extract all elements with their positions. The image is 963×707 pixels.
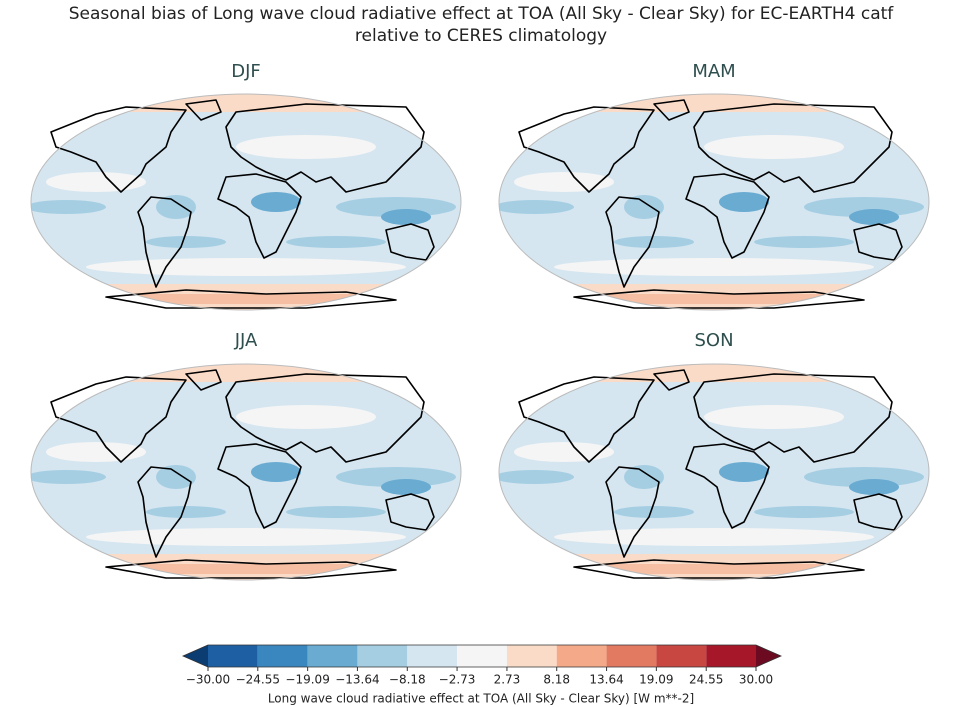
map-panel <box>494 90 934 314</box>
colorbar-tick-label: 24.55 <box>689 673 723 687</box>
colorbar-tick-label: 2.73 <box>494 673 521 687</box>
colorbar-tick-label: −2.73 <box>439 673 476 687</box>
colorbar-bin <box>506 645 557 667</box>
colorbar-bin <box>307 645 358 667</box>
colorbar-extend-low <box>183 645 208 667</box>
colorbar-tick-label: −24.55 <box>236 673 280 687</box>
colorbar-bin <box>257 645 308 667</box>
colorbar-bin <box>457 645 507 667</box>
panel-title: SON <box>694 330 733 351</box>
colorbar-extend-high <box>756 645 781 667</box>
panel-title: JJA <box>234 330 258 351</box>
colorbar-tick-label: −19.09 <box>285 673 329 687</box>
colorbar-tick-label: 30.00 <box>739 673 773 687</box>
colorbar-bin <box>556 645 607 667</box>
map-panel <box>26 90 466 314</box>
colorbar-label: Long wave cloud radiative effect at TOA … <box>268 692 694 706</box>
colorbar-tick-label: −30.00 <box>186 673 230 687</box>
map-panel <box>26 360 466 584</box>
colorbar-bin <box>656 645 707 667</box>
colorbar-tick-label: −13.64 <box>335 673 379 687</box>
colorbar-bin <box>706 645 756 667</box>
colorbar-tick-label: 13.64 <box>589 673 623 687</box>
title-line: Seasonal bias of Long wave cloud radiati… <box>69 4 895 24</box>
colorbar-tick-label: 19.09 <box>639 673 673 687</box>
panel-title: MAM <box>692 61 735 82</box>
colorbar-bin <box>208 645 258 667</box>
map-panel <box>494 360 934 584</box>
panel-title: DJF <box>231 61 261 82</box>
colorbar-tick-label: −8.18 <box>389 673 426 687</box>
colorbar-bin <box>407 645 458 667</box>
colorbar: −30.00 −24.55 −19.09 −13.64 −8.18 −2.73 2.73 8.… <box>182 644 782 687</box>
colorbar-bin <box>606 645 657 667</box>
colorbar-bin <box>357 645 408 667</box>
colorbar-tick-label: 8.18 <box>543 673 570 687</box>
title-line: relative to CERES climatology <box>355 26 607 46</box>
